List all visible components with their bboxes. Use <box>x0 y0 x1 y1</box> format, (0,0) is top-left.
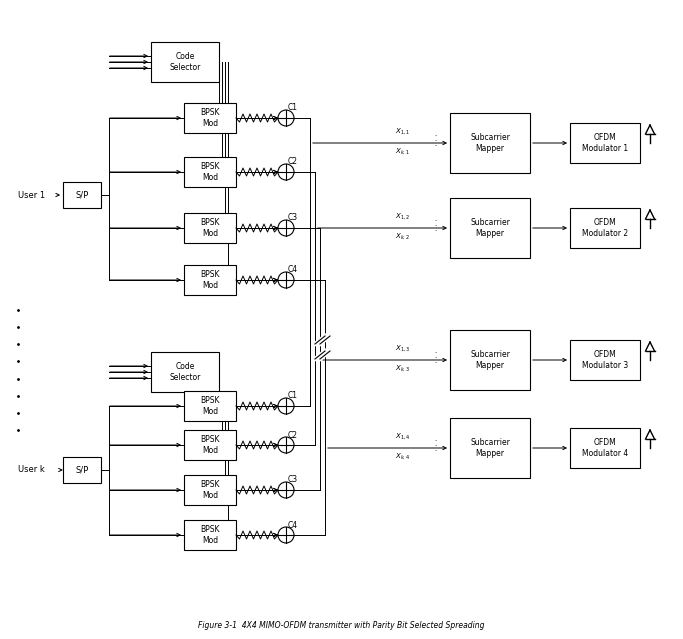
Circle shape <box>278 164 294 180</box>
Circle shape <box>278 437 294 453</box>
Circle shape <box>278 220 294 236</box>
Text: OFDM
Modulator 2: OFDM Modulator 2 <box>582 219 628 238</box>
Text: OFDM
Modulator 4: OFDM Modulator 4 <box>582 438 628 458</box>
Text: $X_{k,2}$: $X_{k,2}$ <box>395 231 410 241</box>
Text: C4: C4 <box>288 521 298 530</box>
Text: ·
·
·: · · · <box>434 218 436 234</box>
Text: ·
·
·: · · · <box>434 350 436 366</box>
Text: User 1: User 1 <box>18 190 45 199</box>
Circle shape <box>278 482 294 498</box>
FancyBboxPatch shape <box>184 475 236 505</box>
FancyBboxPatch shape <box>184 430 236 460</box>
Circle shape <box>278 398 294 414</box>
FancyBboxPatch shape <box>570 208 640 248</box>
Text: Subcarrier
Mapper: Subcarrier Mapper <box>470 134 510 153</box>
Text: Subcarrier
Mapper: Subcarrier Mapper <box>470 350 510 370</box>
FancyBboxPatch shape <box>184 157 236 187</box>
FancyBboxPatch shape <box>450 330 530 390</box>
Text: ·
·
·: · · · <box>434 438 436 454</box>
Text: ·
·
·: · · · <box>434 133 436 149</box>
FancyBboxPatch shape <box>184 213 236 243</box>
Text: BPSK
Mod: BPSK Mod <box>200 108 220 128</box>
Text: Code
Selector: Code Selector <box>169 362 201 381</box>
Text: BPSK
Mod: BPSK Mod <box>200 481 220 500</box>
Text: C3: C3 <box>288 475 298 484</box>
Text: C1: C1 <box>288 104 298 112</box>
Circle shape <box>278 110 294 126</box>
FancyBboxPatch shape <box>63 182 101 208</box>
FancyBboxPatch shape <box>151 42 219 82</box>
Text: OFDM
Modulator 1: OFDM Modulator 1 <box>582 134 628 153</box>
Text: C4: C4 <box>288 265 298 275</box>
Circle shape <box>278 272 294 288</box>
Text: BPSK
Mod: BPSK Mod <box>200 162 220 181</box>
Text: C3: C3 <box>288 213 298 222</box>
Text: $X_{k,1}$: $X_{k,1}$ <box>395 146 410 156</box>
Text: S/P: S/P <box>75 190 89 199</box>
FancyBboxPatch shape <box>184 265 236 295</box>
FancyBboxPatch shape <box>450 198 530 258</box>
Text: User k: User k <box>18 465 45 475</box>
Text: $X_{k,4}$: $X_{k,4}$ <box>395 451 410 461</box>
Text: C1: C1 <box>288 392 298 401</box>
Text: C2: C2 <box>288 431 298 440</box>
Text: Figure 3-1  4X4 MIMO-OFDM transmitter with Parity Bit Selected Spreading: Figure 3-1 4X4 MIMO-OFDM transmitter wit… <box>198 620 485 629</box>
Text: Code
Selector: Code Selector <box>169 52 201 72</box>
Text: $X_{1,4}$: $X_{1,4}$ <box>395 431 410 441</box>
Text: S/P: S/P <box>75 465 89 475</box>
Text: Subcarrier
Mapper: Subcarrier Mapper <box>470 438 510 458</box>
FancyBboxPatch shape <box>570 340 640 380</box>
Text: $X_{1,3}$: $X_{1,3}$ <box>395 343 410 353</box>
Text: $X_{k,3}$: $X_{k,3}$ <box>395 363 410 373</box>
FancyBboxPatch shape <box>570 428 640 468</box>
FancyBboxPatch shape <box>570 123 640 163</box>
Text: BPSK
Mod: BPSK Mod <box>200 435 220 455</box>
FancyBboxPatch shape <box>63 457 101 483</box>
Text: BPSK
Mod: BPSK Mod <box>200 219 220 238</box>
Text: BPSK
Mod: BPSK Mod <box>200 270 220 289</box>
Text: Subcarrier
Mapper: Subcarrier Mapper <box>470 219 510 238</box>
Text: $X_{1,1}$: $X_{1,1}$ <box>395 126 410 136</box>
FancyBboxPatch shape <box>184 391 236 421</box>
FancyBboxPatch shape <box>450 418 530 478</box>
FancyBboxPatch shape <box>184 103 236 133</box>
Circle shape <box>278 527 294 543</box>
Text: BPSK
Mod: BPSK Mod <box>200 396 220 416</box>
FancyBboxPatch shape <box>184 520 236 550</box>
Text: BPSK
Mod: BPSK Mod <box>200 525 220 544</box>
Text: C2: C2 <box>288 157 298 167</box>
Text: $X_{1,2}$: $X_{1,2}$ <box>395 211 410 221</box>
FancyBboxPatch shape <box>450 113 530 173</box>
Text: OFDM
Modulator 3: OFDM Modulator 3 <box>582 350 628 370</box>
FancyBboxPatch shape <box>151 352 219 392</box>
